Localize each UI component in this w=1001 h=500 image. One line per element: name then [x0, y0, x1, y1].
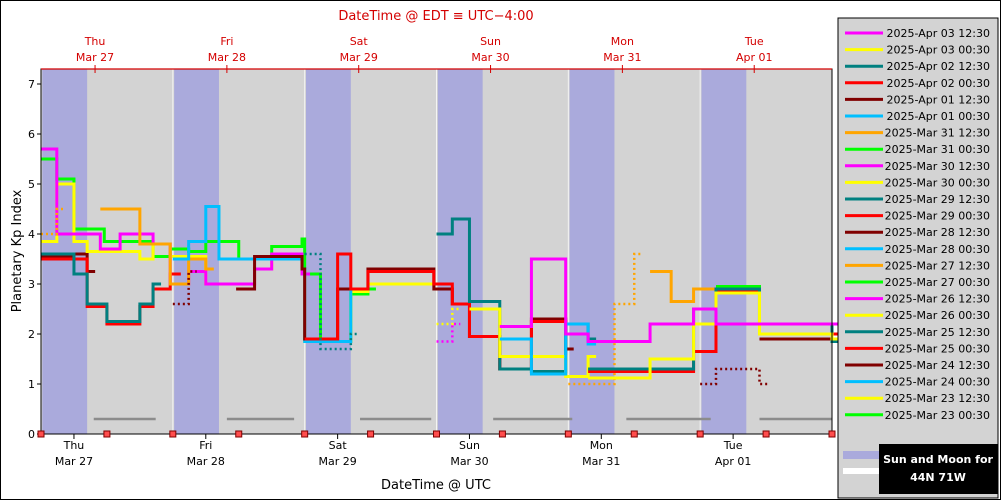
legend-label-20: 2025-Mar 24 12:30 [885, 359, 990, 372]
legend-label-0: 2025-Apr 03 12:30 [887, 27, 990, 40]
legend-label-23: 2025-Mar 23 00:30 [885, 409, 990, 422]
y-tick-label-5: 5 [28, 178, 35, 191]
top-date-0: Mar 27 [76, 51, 114, 64]
legend-label-19: 2025-Mar 25 00:30 [885, 342, 990, 355]
top-day-2: Sat [350, 35, 369, 48]
bottom-day-1: Fri [199, 439, 212, 452]
series-line-14 [100, 207, 214, 286]
legend-label-7: 2025-Mar 31 00:30 [885, 143, 990, 156]
series-line-0 [499, 257, 840, 343]
bottom-date-1: Mar 28 [187, 455, 225, 468]
bottom-date-5: Apr 01 [715, 455, 752, 468]
night-band-3 [437, 69, 483, 434]
series-line-18 [41, 252, 162, 323]
x-axis-title: DateTime @ UTC [381, 478, 491, 493]
legend-label-14: 2025-Mar 27 12:30 [885, 259, 990, 272]
bottom-marker-half-5 [762, 430, 770, 438]
bottom-marker-2 [301, 430, 309, 438]
legend-label-9: 2025-Mar 30 00:30 [885, 176, 990, 189]
top-day-5: Tue [744, 35, 764, 48]
legend-label-15: 2025-Mar 27 00:30 [885, 276, 990, 289]
series-line-11 [304, 252, 574, 371]
top-day-4: Mon [611, 35, 634, 48]
bottom-day-4: Mon [590, 439, 613, 452]
bottom-day-2: Sat [329, 439, 348, 452]
y-tick-label-7: 7 [28, 78, 35, 91]
night-band-5 [701, 69, 747, 434]
bottom-marker-half-4 [630, 430, 638, 438]
caption-background [879, 444, 998, 494]
legend-label-13: 2025-Mar 28 00:30 [885, 243, 990, 256]
y-tick-label-0: 0 [28, 428, 35, 441]
legend-label-11: 2025-Mar 29 00:30 [885, 210, 990, 223]
legend-label-12: 2025-Mar 28 12:30 [885, 226, 990, 239]
legend-moon-swatch [843, 468, 881, 474]
x-axis-top: Thu Mar 27 Fri Mar 28 Sat Mar 29 Sun Mar 30 Mon M… [76, 35, 773, 73]
top-date-4: Mar 31 [603, 51, 641, 64]
bottom-marker-3 [433, 430, 440, 438]
bottom-marker-half-3 [498, 430, 506, 438]
bottom-date-2: Mar 29 [319, 455, 357, 468]
y-tick-label-1: 1 [28, 378, 35, 391]
legend-label-17: 2025-Mar 26 00:30 [885, 309, 990, 322]
top-date-5: Apr 01 [736, 51, 773, 64]
series-forecast-6 [568, 252, 643, 386]
y-tick-label-2: 2 [28, 328, 35, 341]
legend-label-3: 2025-Apr 02 00:30 [887, 77, 990, 90]
legend-label-22: 2025-Mar 23 12:30 [885, 392, 990, 405]
bottom-marker-5 [696, 430, 704, 438]
bottom-day-5: Tue [723, 439, 743, 452]
legend: 2025-Apr 03 12:30 2025-Apr 03 00:30 2025-A… [837, 17, 999, 499]
bottom-day-3: Sun [459, 439, 480, 452]
bottom-marker-6 [828, 430, 836, 438]
caption-line-1: Sun and Moon for [883, 453, 993, 466]
bottom-day-0: Thu [63, 439, 85, 452]
night-bands [42, 69, 747, 434]
bottom-marker-half-1 [235, 430, 243, 438]
legend-label-2: 2025-Apr 02 12:30 [887, 60, 990, 73]
top-date-1: Mar 28 [208, 51, 246, 64]
bottom-date-0: Mar 27 [55, 455, 93, 468]
legend-label-6: 2025-Mar 31 12:30 [885, 127, 990, 140]
legend-label-8: 2025-Mar 30 12:30 [885, 160, 990, 173]
legend-label-16: 2025-Mar 26 12:30 [885, 293, 990, 306]
bottom-date-4: Mar 31 [582, 455, 620, 468]
night-band-4 [569, 69, 615, 434]
legend-label-21: 2025-Mar 24 00:30 [885, 376, 990, 389]
bottom-date-3: Mar 30 [450, 455, 488, 468]
series-forecast-4 [700, 367, 768, 386]
caption-box: Sun and Moon for 44N 71W [879, 444, 998, 494]
bottom-marker-half-2 [367, 430, 375, 438]
y-axis-title: Planetary Kp Index [10, 189, 25, 312]
y-tick-label-3: 3 [28, 278, 35, 291]
legend-label-18: 2025-Mar 25 12:30 [885, 326, 990, 339]
series-forecast-10 [304, 252, 359, 351]
top-day-0: Thu [84, 35, 106, 48]
bottom-marker-1 [169, 430, 177, 438]
legend-night-swatch [843, 451, 881, 459]
top-day-1: Fri [220, 35, 233, 48]
bottom-marker-4 [564, 430, 572, 438]
x-axis-bottom: Thu Mar 27 Fri Mar 28 Sat Mar 29 Sun Mar 30 Mon M… [37, 430, 836, 468]
legend-label-10: 2025-Mar 29 12:30 [885, 193, 990, 206]
legend-background [837, 17, 999, 499]
y-tick-label-4: 4 [28, 228, 35, 241]
bottom-marker-0 [37, 430, 45, 438]
legend-label-5: 2025-Apr 01 00:30 [887, 110, 990, 123]
caption-line-2: 44N 71W [910, 471, 966, 484]
y-axis: 0 1 2 3 4 5 6 7 [28, 78, 41, 441]
top-day-3: Sun [480, 35, 501, 48]
bottom-marker-half-0 [103, 430, 111, 438]
y-tick-label-6: 6 [28, 128, 35, 141]
legend-label-1: 2025-Apr 03 00:30 [887, 44, 990, 57]
top-date-3: Mar 30 [471, 51, 509, 64]
night-band-0 [42, 69, 88, 434]
night-band-2 [305, 69, 351, 434]
chart-title: DateTime @ EDT ≡ UTC−4:00 [338, 9, 533, 24]
legend-label-4: 2025-Apr 01 12:30 [887, 93, 990, 106]
top-date-2: Mar 29 [340, 51, 378, 64]
